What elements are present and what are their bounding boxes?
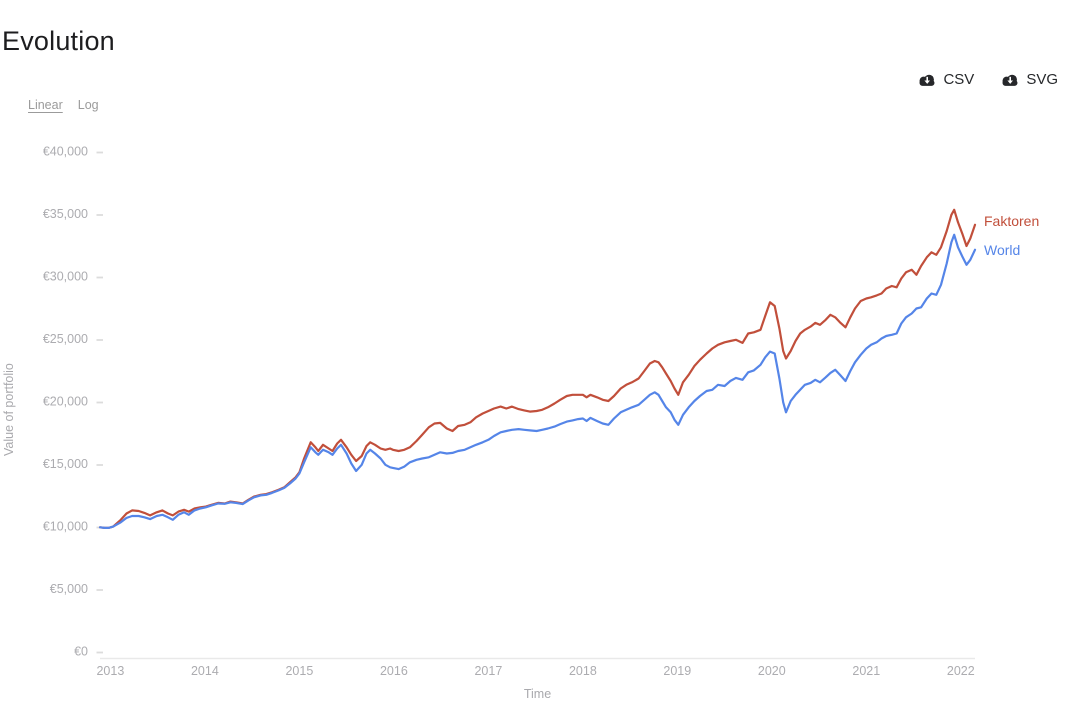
x-tick-label: 2013 — [96, 664, 124, 678]
x-axis-title: Time — [523, 687, 552, 701]
download-svg-label: SVG — [1026, 71, 1058, 88]
x-tick-label: 2016 — [380, 664, 408, 678]
y-tick-label: €25,000 — [43, 332, 88, 346]
y-tick-mark — [96, 339, 103, 341]
y-tick-mark — [96, 276, 103, 279]
x-tick-label: 2015 — [285, 664, 313, 678]
y-tick-label: €40,000 — [43, 145, 88, 159]
y-axis-title: Value of portfolio — [2, 363, 16, 456]
y-tick-mark — [96, 151, 103, 154]
series-line-world — [98, 233, 977, 529]
y-tick-label: €15,000 — [43, 457, 88, 471]
x-tick-label: 2014 — [191, 664, 219, 678]
y-tick-label: €0 — [74, 645, 88, 659]
y-tick-mark — [96, 214, 103, 216]
x-tick-label: 2019 — [663, 664, 691, 678]
cloud-download-icon — [1000, 73, 1020, 87]
page-title: Evolution — [2, 26, 115, 57]
series-line-faktoren — [98, 208, 977, 529]
y-tick-label: €35,000 — [43, 207, 88, 221]
x-tick-label: 2021 — [852, 664, 880, 678]
x-tick-label: 2020 — [758, 664, 786, 678]
series-label-faktoren: Faktoren — [984, 213, 1039, 229]
scale-log-link[interactable]: Log — [77, 98, 99, 112]
y-tick-mark — [96, 589, 103, 591]
y-tick-mark — [96, 464, 103, 466]
cloud-download-icon — [917, 73, 937, 87]
scale-toggle: Linear Log — [28, 98, 99, 112]
download-csv-button[interactable]: CSV — [917, 71, 974, 88]
download-csv-label: CSV — [943, 71, 975, 88]
y-tick-mark — [96, 401, 103, 404]
y-tick-label: €10,000 — [43, 520, 88, 534]
x-tick-label: 2018 — [569, 664, 597, 678]
series-label-world: World — [984, 242, 1020, 258]
x-tick-label: 2017 — [474, 664, 502, 678]
y-tick-label: €20,000 — [43, 395, 88, 409]
x-tick-label: 2022 — [947, 664, 975, 678]
export-toolbar: CSV SVG — [917, 71, 1058, 88]
download-svg-button[interactable]: SVG — [1000, 71, 1058, 88]
scale-linear-link[interactable]: Linear — [28, 98, 63, 112]
y-tick-label: €5,000 — [50, 582, 88, 596]
y-tick-label: €30,000 — [43, 270, 88, 284]
y-tick-mark — [96, 651, 103, 654]
